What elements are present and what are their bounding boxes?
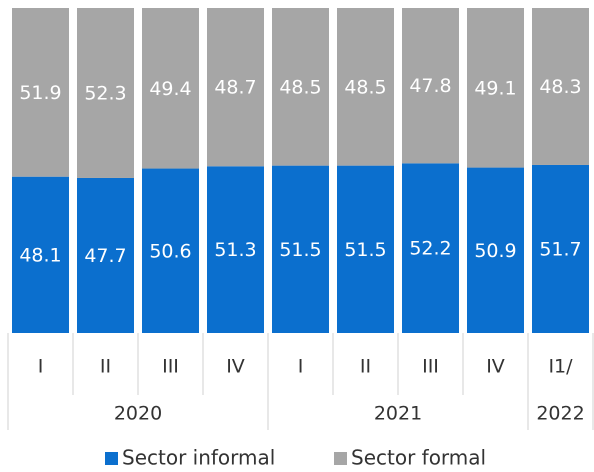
bar-segment [77, 177, 134, 333]
x-tick-label: III [162, 356, 179, 378]
data-label: 48.3 [539, 76, 581, 98]
group-label: 2022 [536, 403, 584, 425]
bar-segment [337, 165, 394, 333]
data-label: 49.1 [474, 77, 516, 99]
data-label: 49.4 [149, 78, 191, 100]
x-tick-label: IV [486, 356, 505, 378]
x-tick-label: I [298, 356, 304, 378]
data-label: 51.5 [344, 239, 386, 261]
bar-segment [12, 8, 69, 177]
bar-segment [207, 8, 264, 167]
bar-segment [532, 164, 589, 333]
bar-segment [402, 8, 459, 164]
bar-segment [272, 165, 329, 333]
bar-segment [207, 166, 264, 333]
data-label: 50.6 [149, 240, 191, 262]
x-tick-label: II [360, 356, 371, 378]
bar-segment [532, 8, 589, 165]
x-tick-label: I1/ [548, 356, 573, 378]
bar-segment [142, 168, 199, 333]
group-label: 2021 [374, 403, 422, 425]
legend-label: Sector informal [122, 446, 275, 470]
group-label: 2020 [114, 403, 162, 425]
data-label: 47.7 [84, 245, 126, 267]
bar-segment [467, 8, 524, 168]
bar-segment [402, 163, 459, 333]
data-label: 51.5 [279, 239, 321, 261]
x-tick-label: II [100, 356, 111, 378]
bar-segment [272, 8, 329, 166]
bar-segment [142, 8, 199, 169]
bar-segment [337, 8, 394, 166]
data-label: 51.3 [214, 239, 256, 261]
data-label: 48.1 [19, 244, 61, 266]
legend-label: Sector formal [351, 446, 486, 470]
legend-swatch [105, 452, 118, 465]
data-label: 51.9 [19, 82, 61, 104]
data-label: 48.7 [214, 77, 256, 99]
bar-segment [467, 167, 524, 333]
x-tick-label: IV [226, 356, 245, 378]
data-label: 52.2 [409, 238, 451, 260]
legend-swatch [334, 452, 347, 465]
x-tick-label: I [38, 356, 44, 378]
data-label: 50.9 [474, 240, 516, 262]
bar-segment [12, 176, 69, 333]
x-tick-label: III [422, 356, 439, 378]
data-label: 48.5 [279, 76, 321, 98]
data-label: 47.8 [409, 75, 451, 97]
data-label: 52.3 [84, 82, 126, 104]
data-label: 51.7 [539, 238, 581, 260]
data-label: 48.5 [344, 76, 386, 98]
bar-segment [77, 8, 134, 178]
